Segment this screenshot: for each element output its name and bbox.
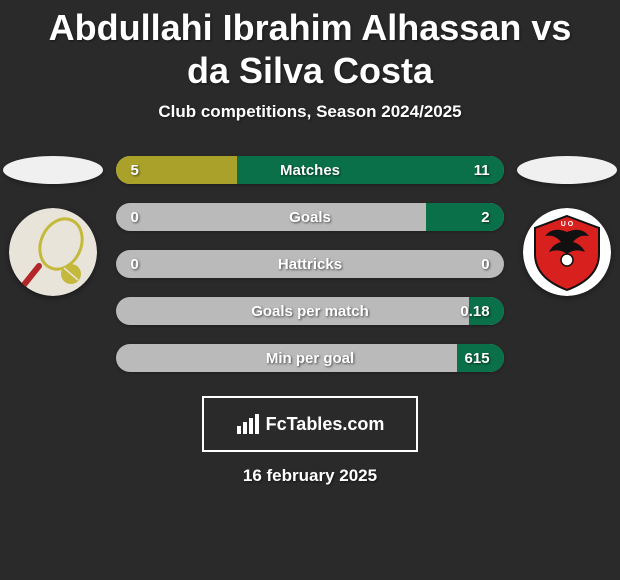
subtitle: Club competitions, Season 2024/2025 (0, 102, 620, 122)
stat-bar: 511Matches (116, 156, 503, 184)
player-right-placeholder (517, 156, 617, 184)
stat-bar: 615Min per goal (116, 344, 503, 372)
club-badge-left (9, 208, 97, 296)
stat-label: Goals per match (116, 297, 503, 325)
chart-icon (236, 414, 260, 434)
shield-eagle-icon: U O (523, 208, 611, 296)
stat-bar: 00Hattricks (116, 250, 503, 278)
player-left-placeholder (3, 156, 103, 184)
right-column: U O (514, 156, 620, 296)
svg-text:U O: U O (561, 221, 574, 228)
stat-label: Min per goal (116, 344, 503, 372)
left-column (0, 156, 106, 296)
stat-label: Hattricks (116, 250, 503, 278)
date: 16 february 2025 (0, 466, 620, 486)
stat-bar: 02Goals (116, 203, 503, 231)
comparison-panel: 511Matches 02Goals 00Hattricks 0.18Goals pe… (0, 156, 620, 372)
stat-label: Goals (116, 203, 503, 231)
stat-bars: 511Matches 02Goals 00Hattricks 0.18Goals pe… (116, 156, 503, 372)
brand-box: FcTables.com (202, 396, 418, 452)
stat-bar: 0.18Goals per match (116, 297, 503, 325)
club-badge-right: U O (523, 208, 611, 296)
brand-text: FcTables.com (266, 414, 385, 435)
stat-label: Matches (116, 156, 503, 184)
page-title: Abdullahi Ibrahim Alhassan vs da Silva C… (0, 0, 620, 92)
tennis-club-icon (9, 208, 97, 296)
